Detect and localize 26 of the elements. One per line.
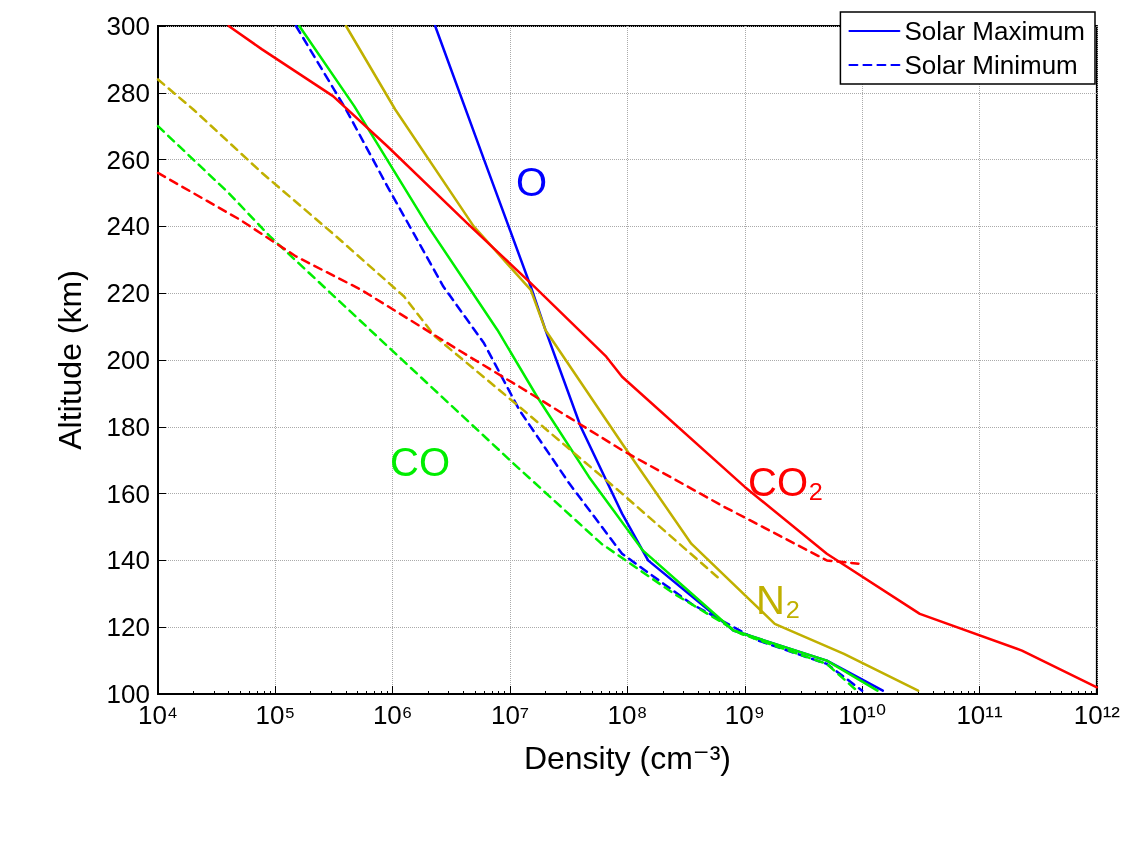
y-tick-label: 200 — [106, 345, 150, 375]
annotation: N₂ — [756, 578, 801, 622]
y-axis-title: Altitude (km) — [52, 270, 88, 450]
annotation: CO — [390, 440, 450, 484]
x-tick-label: 10⁵ — [255, 700, 296, 730]
x-tick-label: 10⁸ — [607, 700, 648, 730]
x-tick-label: 10⁶ — [372, 700, 413, 730]
x-tick-label: 10⁹ — [724, 700, 765, 730]
y-tick-label: 160 — [106, 478, 150, 509]
y-tick-label: 300 — [106, 11, 150, 41]
x-tick-label: 10⁷ — [490, 700, 530, 730]
y-tick-label: 260 — [106, 144, 150, 175]
y-tick-label: 180 — [106, 411, 150, 442]
legend-label: Solar Minimum — [904, 50, 1078, 80]
x-axis-title: Density (cm⁻³) — [523, 740, 731, 776]
legend-label: Solar Maximum — [904, 16, 1085, 46]
y-tick-label: 120 — [106, 612, 150, 643]
y-tick-label: 280 — [106, 77, 150, 108]
annotation: CO₂ — [748, 460, 824, 504]
y-tick-label: 240 — [106, 211, 150, 242]
x-tick-label: 10¹¹ — [956, 700, 1003, 730]
x-tick-label: 10¹² — [1073, 700, 1121, 730]
y-tick-label: 220 — [106, 278, 150, 309]
y-tick-label: 140 — [106, 545, 150, 576]
x-tick-label: 10¹⁰ — [838, 700, 887, 730]
annotation: O — [516, 160, 548, 204]
